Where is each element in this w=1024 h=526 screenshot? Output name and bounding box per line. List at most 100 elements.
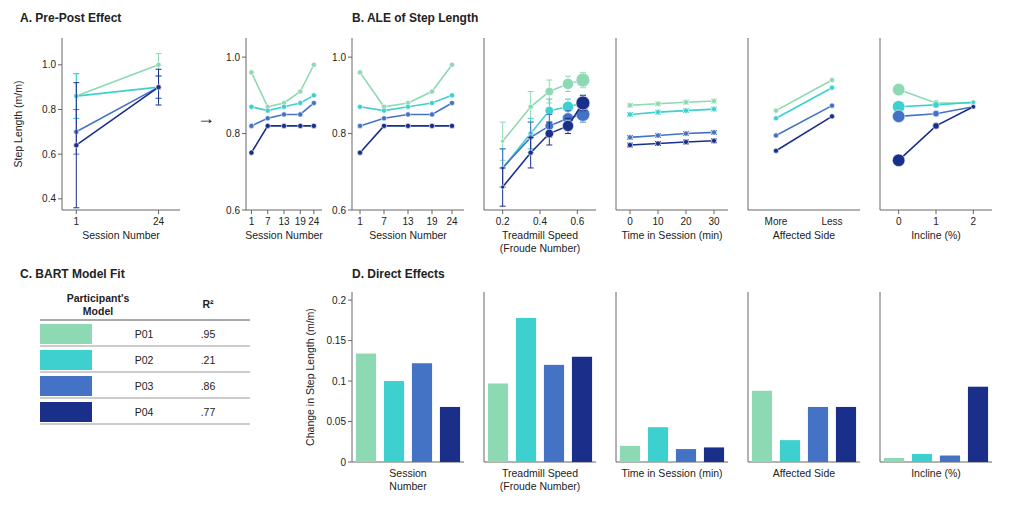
y-axis: 0.40.60.81.0 — [42, 38, 62, 210]
point — [892, 110, 905, 123]
series — [773, 77, 834, 113]
point — [249, 70, 254, 75]
table-value: .21 — [201, 354, 216, 366]
y-tick-label: 0.8 — [42, 104, 56, 115]
x-tick — [502, 210, 503, 214]
point — [265, 123, 270, 128]
series — [73, 74, 161, 119]
y-axis — [880, 38, 881, 210]
plot-area — [627, 98, 717, 147]
x-tick — [686, 210, 687, 214]
x-tick — [300, 210, 301, 214]
plot-area — [249, 62, 317, 155]
y-tick — [348, 210, 352, 211]
bar — [704, 447, 724, 462]
figure: A. Pre-Post Effect0.40.60.81.0Step Lengt… — [0, 0, 1024, 526]
error-bar — [655, 110, 661, 114]
x-tick — [76, 210, 77, 214]
series-line — [360, 95, 452, 110]
x-axis-label: Session Number — [245, 229, 323, 241]
point — [971, 104, 976, 109]
x-tick-label: 2 — [971, 216, 977, 227]
y-axis-line — [616, 292, 617, 462]
series — [773, 85, 834, 121]
bar — [884, 458, 904, 462]
series-line — [251, 126, 313, 153]
point — [405, 123, 410, 128]
point — [683, 108, 688, 113]
x-axis-label: SessionNumber — [389, 467, 427, 492]
series-line — [76, 87, 158, 145]
point — [711, 138, 716, 143]
series-line — [630, 101, 714, 105]
y-tick-label: 1.0 — [42, 59, 56, 70]
series-line — [503, 103, 583, 187]
y-tick — [348, 57, 352, 58]
swatch — [40, 324, 92, 344]
error-bar — [500, 168, 506, 206]
error-bar — [627, 135, 633, 139]
y-tick — [58, 109, 62, 110]
y-tick — [58, 64, 62, 65]
bar — [940, 456, 960, 462]
x-tick-label: 1 — [249, 216, 255, 227]
x-axis-line — [748, 210, 860, 211]
y-axis-label: Change in Step Length (m/m) — [304, 308, 316, 446]
bar — [384, 381, 404, 462]
point — [655, 101, 660, 106]
x-tick-label: More — [765, 216, 788, 227]
series-line — [503, 80, 583, 141]
y-tick — [348, 462, 352, 463]
point — [933, 102, 940, 109]
point — [311, 100, 316, 105]
x-tick-label: 7 — [381, 216, 387, 227]
point — [627, 112, 632, 117]
y-axis-line — [616, 38, 617, 210]
error-bar — [627, 143, 633, 147]
y-tick — [242, 57, 246, 58]
y-axis-label: Step Length (m/m) — [12, 81, 24, 168]
series-line — [251, 103, 313, 126]
point — [429, 112, 434, 117]
y-axis-line — [484, 38, 485, 210]
y-tick — [242, 133, 246, 134]
point — [683, 139, 688, 144]
point — [298, 112, 303, 117]
x-axis-label: Time in Session (min) — [621, 229, 722, 241]
bar — [836, 407, 856, 462]
plot-area — [500, 72, 590, 206]
annotation: → — [197, 108, 215, 128]
plot-area — [752, 391, 856, 462]
point — [74, 143, 79, 148]
x-tick-label: 24 — [446, 216, 458, 227]
x-tick — [658, 210, 659, 214]
point — [683, 100, 688, 105]
point — [429, 89, 434, 94]
point — [381, 123, 386, 128]
error-bar — [655, 102, 661, 106]
point — [711, 98, 716, 103]
series-line — [899, 107, 974, 161]
error-bar — [73, 83, 79, 208]
x-tick-label: 30 — [708, 216, 720, 227]
y-axis — [748, 292, 749, 462]
table-rule — [40, 346, 250, 347]
error-bar — [156, 69, 162, 105]
series-line — [630, 109, 714, 114]
point — [773, 133, 778, 138]
error-bar — [683, 109, 689, 113]
bar — [808, 407, 828, 462]
y-tick — [348, 421, 352, 422]
plot-area — [773, 77, 834, 153]
series — [627, 130, 717, 140]
point — [829, 77, 834, 82]
table-value: .95 — [201, 328, 216, 340]
table-cell: P01 — [135, 328, 154, 340]
x-axis: 124 — [62, 210, 180, 227]
point — [576, 96, 590, 110]
x-axis-label: Treadmill Speed(Froude Number) — [500, 467, 581, 492]
x-tick — [452, 210, 453, 214]
series — [773, 114, 834, 154]
error-bar — [683, 100, 689, 104]
y-axis — [880, 292, 881, 462]
